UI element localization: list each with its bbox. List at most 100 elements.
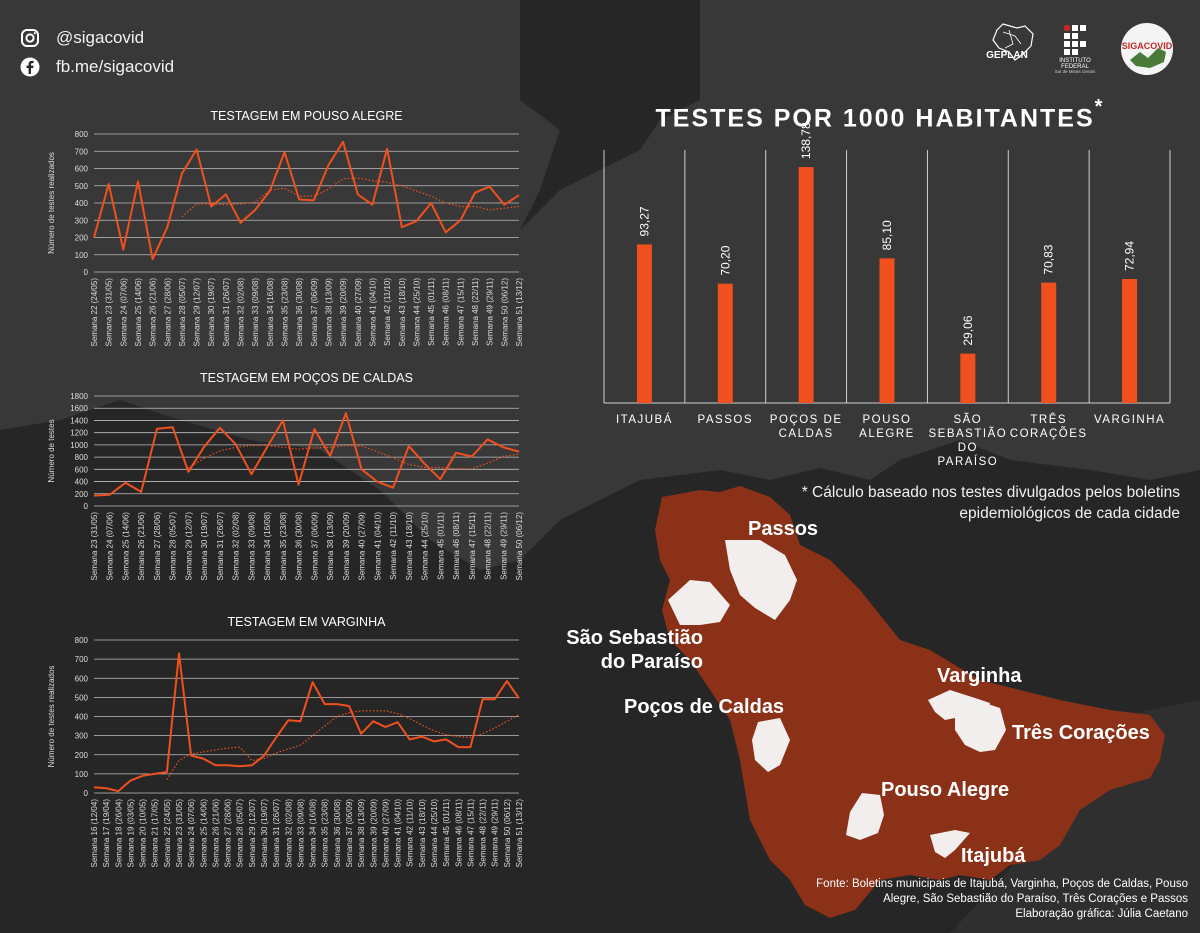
x-tick-label: Semana 44 (25/10): [430, 799, 439, 868]
x-tick-label: Semana 25 (14/06): [134, 278, 143, 347]
y-tick-label: 400: [75, 478, 89, 487]
bar-category-label: POUSO ALEGRE: [859, 414, 915, 440]
y-tick-label: 200: [75, 234, 89, 243]
y-tick-label: 700: [75, 147, 89, 156]
source-line-1: Fonte: Boletins municipais de Itajubá, V…: [816, 878, 1188, 890]
bar: [717, 283, 733, 403]
map-label-varginha: Varginha: [937, 665, 1022, 687]
instagram-icon: [21, 29, 39, 47]
x-tick-label: Semana 34 (16/08): [266, 278, 275, 347]
instagram-label: @sigacovid: [56, 28, 145, 47]
bar: [636, 244, 652, 403]
y-tick-label: 300: [75, 732, 89, 741]
x-tick-label: Semana 44 (25/10): [421, 512, 430, 581]
bar-value-label: 85,10: [880, 220, 894, 250]
chart-title: TESTAGEM EM POUSO ALEGRE: [210, 109, 402, 123]
geplan-logo: GEPLAN: [985, 22, 1041, 74]
x-tick-label: Semana 50 (06/12): [503, 799, 512, 868]
bar-value-label: 138,78: [799, 122, 813, 159]
map-label-tres-coracoes: Três Corações: [1012, 722, 1150, 744]
x-tick-label: Semana 22 (24/05): [90, 278, 99, 347]
x-tick-label: Semana 45 (01/11): [436, 512, 445, 580]
x-tick-label: Semana 41 (04/10): [373, 512, 382, 581]
x-tick-label: Semana 25 (14/06): [121, 512, 130, 581]
y-tick-label: 200: [75, 490, 89, 499]
x-tick-label: Semana 26 (21/06): [211, 799, 220, 868]
series-line-trend: [188, 444, 520, 470]
x-tick-label: Semana 33 (09/08): [247, 512, 256, 581]
y-tick-label: 600: [75, 465, 89, 474]
y-tick-label: 700: [75, 655, 89, 664]
x-tick-label: Semana 42 (11/10): [406, 799, 415, 867]
chart-varginha: TESTAGEM EM VARGINHA 0 100 200 300 400 500 600 7…: [40, 610, 530, 890]
series-line-weekly: [93, 652, 520, 793]
x-tick-label: Semana 38 (13/09): [357, 799, 366, 868]
x-tick-label: Semana 27 (28/06): [224, 799, 233, 868]
x-tick-label: Semana 44 (25/10): [412, 278, 421, 347]
x-tick-label: Semana 49 (29/11): [486, 278, 495, 346]
x-tick-label: Semana 29 (12/07): [184, 512, 193, 581]
bar-value-label: 29,06: [961, 315, 975, 345]
if-text-1: INSTITUTO: [1059, 58, 1091, 64]
x-tick-label: Semana 48 (22/11): [471, 278, 480, 346]
background-shape: [0, 0, 1200, 570]
chart-title: TESTAGEM EM VARGINHA: [228, 615, 387, 629]
series-line-weekly: [93, 140, 520, 261]
x-tick-label: Semana 34 (16/08): [309, 799, 318, 868]
y-tick-label: 500: [75, 693, 89, 702]
x-tick-label: Semana 29 (12/07): [193, 278, 202, 347]
x-tick-label: Semana 19 (03/05): [126, 799, 135, 868]
x-tick-label: Semana 31 (26/07): [222, 278, 231, 347]
y-tick-label: 1200: [70, 429, 88, 438]
x-tick-label: Semana 46 (08/11): [454, 799, 463, 867]
x-tick-label: Semana 41 (04/10): [368, 278, 377, 347]
credit-line: Elaboração gráfica: Júlia Caetano: [1015, 908, 1188, 920]
y-tick-label: 1000: [70, 441, 88, 450]
x-tick-label: Semana 36 (30/08): [295, 512, 304, 581]
x-tick-label: Semana 27 (28/06): [153, 512, 162, 581]
y-tick-label: 1600: [70, 404, 88, 413]
map-label-sao-sebastiao-2: do Paraíso: [600, 651, 703, 673]
map-tres-coracoes: [955, 703, 1006, 752]
geplan-text: GEPLAN: [986, 50, 1028, 61]
x-tick-label: Semana 34 (16/08): [263, 512, 272, 581]
x-tick-label: Semana 16 (12/04): [90, 799, 99, 868]
x-tick-label: Semana 29 (12/07): [248, 799, 257, 868]
bar: [879, 258, 895, 403]
x-tick-label: Semana 47 (15/11): [468, 512, 477, 580]
y-tick-label: 1400: [70, 416, 88, 425]
x-tick-label: Semana 24 (07/06): [106, 512, 115, 581]
bar-category-label: ITAJUBÁ: [615, 414, 673, 426]
x-tick-label: Semana 49 (29/11): [491, 799, 500, 867]
x-tick-label: Semana 42 (11/10): [383, 278, 392, 346]
x-tick-label: Semana 32 (02/08): [232, 512, 241, 581]
map-label-itajuba: Itajubá: [961, 845, 1026, 867]
y-axis-label: Número de testes: [47, 419, 56, 482]
bar-category-label: PASSOS: [697, 414, 753, 426]
map-sao-sebastiao: [668, 580, 730, 625]
x-tick-label: Semana 32 (02/08): [284, 799, 293, 868]
footnote: * Cálculo baseado nos testes divulgados …: [740, 482, 1180, 524]
x-tick-label: Semana 28 (05/07): [178, 278, 187, 347]
y-tick-label: 400: [75, 199, 89, 208]
bar-chart-title: TESTES POR 1000 HABITANTES*: [640, 96, 1120, 133]
x-tick-label: Semana 39 (20/09): [339, 278, 348, 347]
y-tick-label: 400: [75, 713, 89, 722]
bar-value-label: 93,27: [637, 206, 651, 236]
instagram-handle[interactable]: @sigacovid: [20, 28, 144, 48]
x-tick-label: Semana 47 (15/11): [466, 799, 475, 867]
x-tick-label: Semana 46 (08/11): [442, 278, 451, 346]
y-tick-label: 300: [75, 216, 89, 225]
x-tick-label: Semana 30 (19/07): [260, 799, 269, 868]
bar-chart-title-mark: *: [1094, 96, 1105, 118]
if-text-2: FEDERAL: [1061, 64, 1089, 70]
bar: [798, 167, 814, 403]
x-tick-label: Semana 41 (04/10): [394, 799, 403, 868]
footnote-line-1: * Cálculo baseado nos testes divulgados …: [801, 484, 1180, 501]
if-logo: INSTITUTO FEDERAL Sul de Minas Gerais: [1046, 24, 1101, 74]
facebook-link[interactable]: fb.me/sigacovid: [20, 57, 174, 77]
line-chart-svg: TESTAGEM EM POÇOS DE CALDAS 0 200 400 600 800…: [47, 371, 524, 581]
x-tick-label: Semana 30 (19/07): [200, 512, 209, 581]
chart-title: TESTAGEM EM POÇOS DE CALDAS: [200, 371, 413, 385]
